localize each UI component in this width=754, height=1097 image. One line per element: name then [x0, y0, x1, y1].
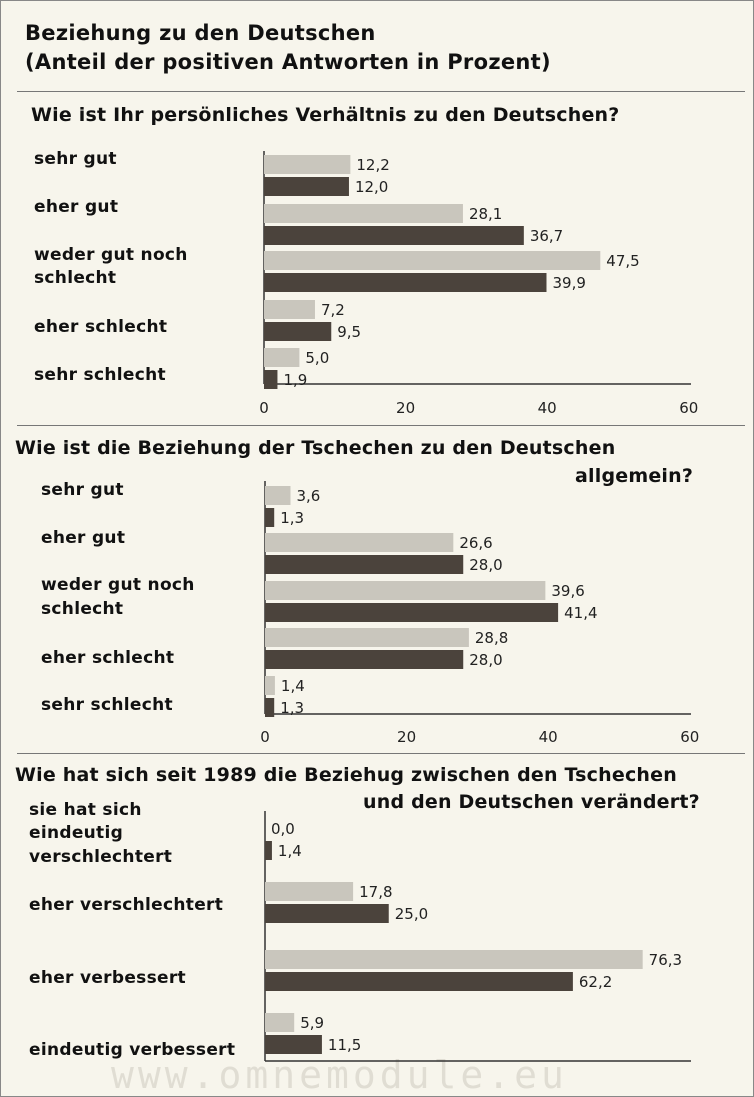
- category-label: sehr schlecht: [34, 365, 166, 385]
- data-label: 11,5: [328, 1036, 361, 1054]
- bar-series-1: [264, 348, 300, 367]
- tick-label: 60: [679, 399, 698, 417]
- divider: [17, 753, 745, 754]
- chart-title: Beziehung zu den Deutschen: [25, 21, 376, 45]
- category-label: sehr schlecht: [41, 695, 173, 715]
- data-label: 26,6: [459, 534, 492, 552]
- data-label: 12,2: [356, 156, 389, 174]
- tick-label: 20: [396, 399, 415, 417]
- bar-series-2: [264, 273, 547, 292]
- bar-series-2: [264, 370, 278, 389]
- tick-label: 20: [397, 728, 416, 746]
- tick-label: 40: [539, 728, 558, 746]
- bar-series-2: [265, 603, 559, 622]
- bar-series-2: [264, 322, 332, 341]
- bar-series-1: [264, 251, 601, 270]
- category-label: eher verschlechtert: [29, 895, 224, 915]
- bar-series-2: [264, 177, 349, 196]
- category-label: sie hat sich: [29, 800, 142, 820]
- tick-label: 0: [259, 399, 269, 417]
- data-label: 1,4: [278, 842, 302, 860]
- category-label: eindeutig: [29, 823, 124, 843]
- data-label: 9,5: [337, 323, 361, 341]
- bar-series-2: [265, 508, 275, 527]
- category-label: eher schlecht: [34, 317, 168, 337]
- data-label: 28,8: [475, 629, 508, 647]
- data-label: 12,0: [355, 178, 388, 196]
- category-label: sehr gut: [34, 149, 117, 169]
- question-2: Wie ist die Beziehung der Tschechen zu d…: [15, 437, 616, 459]
- bar-series-1: [265, 628, 469, 647]
- data-label: 28,1: [469, 205, 502, 223]
- data-label: 7,2: [321, 301, 345, 319]
- divider: [17, 425, 745, 426]
- category-label: schlecht: [34, 268, 117, 288]
- bar-series-1: [264, 155, 351, 174]
- category-label: eher gut: [41, 528, 126, 548]
- bar-series-1: [264, 204, 463, 223]
- data-label: 76,3: [649, 951, 682, 969]
- category-label: eher schlecht: [41, 648, 175, 668]
- data-label: 62,2: [579, 973, 612, 991]
- category-label: verschlechtert: [29, 847, 173, 867]
- bar-series-1: [264, 300, 315, 319]
- divider: [17, 91, 745, 92]
- data-label: 1,9: [283, 371, 307, 389]
- category-label: eher gut: [34, 197, 119, 217]
- question-3: Wie hat sich seit 1989 die Beziehug zwis…: [15, 764, 677, 786]
- bar-series-2: [264, 226, 524, 245]
- data-label: 28,0: [469, 556, 502, 574]
- tick-label: 40: [538, 399, 557, 417]
- category-label: eher verbessert: [29, 968, 186, 988]
- data-label: 1,3: [280, 699, 304, 717]
- bar-series-2: [265, 555, 464, 574]
- question-1: Wie ist Ihr persönliches Verhältnis zu d…: [31, 104, 620, 126]
- category-label: schlecht: [41, 599, 124, 619]
- bar-series-2: [265, 698, 275, 717]
- category-label: weder gut noch: [34, 245, 188, 265]
- bar-series-1: [265, 486, 291, 505]
- bar-series-1: [265, 676, 275, 695]
- data-label: 28,0: [469, 651, 502, 669]
- data-label: 5,0: [305, 349, 329, 367]
- bar-series-2: [265, 904, 389, 923]
- bar-series-1: [265, 1013, 295, 1032]
- data-label: 5,9: [300, 1014, 324, 1032]
- category-label: eindeutig verbessert: [29, 1040, 236, 1060]
- data-label: 41,4: [564, 604, 597, 622]
- category-label: sehr gut: [41, 480, 124, 500]
- question-3-cont: und den Deutschen verändert?: [363, 791, 700, 813]
- bar-series-1: [265, 533, 454, 552]
- data-label: 1,4: [281, 677, 305, 695]
- data-label: 1,3: [280, 509, 304, 527]
- data-label: 0,0: [271, 820, 295, 838]
- bar-series-1: [265, 581, 546, 600]
- data-label: 25,0: [395, 905, 428, 923]
- data-label: 39,6: [551, 582, 584, 600]
- bar-series-2: [265, 972, 573, 991]
- tick-label: 60: [680, 728, 699, 746]
- bar-series-2: [265, 650, 464, 669]
- chart-subtitle: (Anteil der positiven Antworten in Proze…: [25, 50, 551, 74]
- bar-series-1: [265, 882, 354, 901]
- bar-series-1: [265, 950, 643, 969]
- data-label: 36,7: [530, 227, 563, 245]
- bar-series-2: [265, 841, 272, 860]
- tick-label: 0: [260, 728, 270, 746]
- data-label: 17,8: [359, 883, 392, 901]
- data-label: 47,5: [606, 252, 639, 270]
- data-label: 3,6: [296, 487, 320, 505]
- category-label: weder gut noch: [41, 575, 195, 595]
- question-2-cont: allgemein?: [575, 465, 694, 487]
- data-label: 39,9: [552, 274, 585, 292]
- bar-series-2: [265, 1035, 322, 1054]
